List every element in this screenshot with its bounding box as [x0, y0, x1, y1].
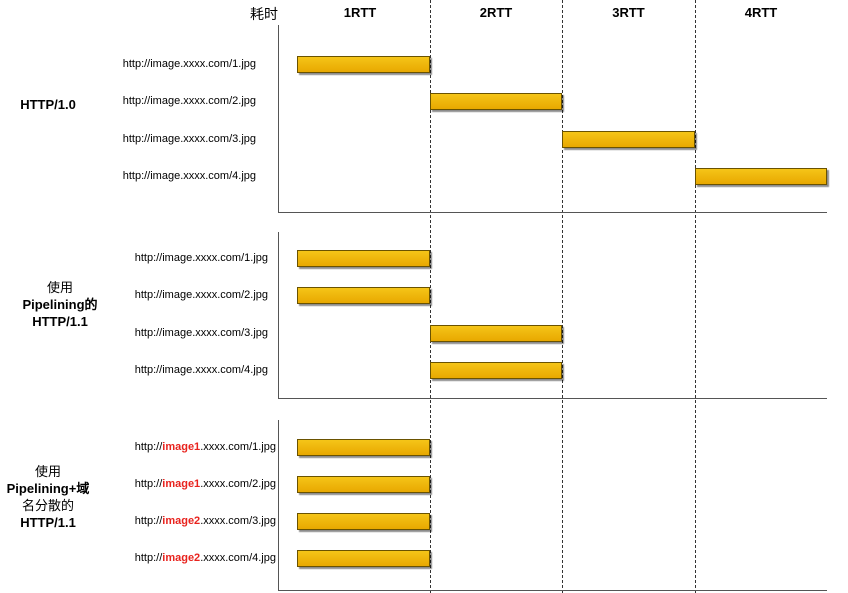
- url-part: .xxxx.com/3.jpg: [200, 515, 276, 527]
- column-header: 1RTT: [343, 5, 377, 20]
- rtt-boundary-line: [695, 0, 696, 593]
- section-axis-horizontal: [278, 398, 827, 399]
- request-url: http://image2.xxxx.com/4.jpg: [16, 552, 276, 564]
- url-part: http://image.xxxx.com/1.jpg: [134, 252, 268, 264]
- request-bar: [297, 287, 430, 304]
- column-header: 3RTT: [612, 5, 645, 20]
- url-part: http://image.xxxx.com/2.jpg: [122, 95, 256, 107]
- url-part: http://image.xxxx.com/3.jpg: [122, 133, 256, 145]
- column-header: 4RTT: [744, 5, 778, 20]
- request-url: http://image1.xxxx.com/1.jpg: [16, 441, 276, 453]
- protocol-label-line: HTTP/1.1: [20, 515, 76, 530]
- url-domain-highlight: image2: [162, 552, 201, 564]
- request-bar: [297, 476, 430, 493]
- url-part: http://image.xxxx.com/1.jpg: [122, 58, 256, 70]
- request-bar: [297, 439, 430, 456]
- request-bar: [430, 93, 562, 110]
- url-part: http://image.xxxx.com/4.jpg: [122, 170, 256, 182]
- request-url: http://image.xxxx.com/2.jpg: [0, 95, 256, 107]
- url-domain-highlight: image2: [162, 515, 201, 527]
- request-bar: [297, 513, 430, 530]
- url-part: http://image.xxxx.com/3.jpg: [134, 327, 268, 339]
- request-url: http://image1.xxxx.com/2.jpg: [16, 478, 276, 490]
- url-part: .xxxx.com/2.jpg: [200, 478, 276, 490]
- protocol-label-line: HTTP/1.1: [32, 313, 88, 329]
- request-bar: [297, 250, 430, 267]
- section-axis-horizontal: [278, 590, 827, 591]
- request-bar: [695, 168, 827, 185]
- section-axis-vertical: [278, 232, 279, 398]
- protocol-label-line: 名分散的: [21, 498, 74, 513]
- section-axis-vertical: [278, 25, 279, 212]
- protocol-label-line: 使用: [46, 279, 73, 295]
- protocol-label-line: HTTP/1.0: [20, 96, 76, 112]
- request-url: http://image.xxxx.com/3.jpg: [8, 327, 268, 339]
- url-part: .xxxx.com/1.jpg: [200, 441, 276, 453]
- request-bar: [430, 362, 562, 379]
- request-url: http://image.xxxx.com/4.jpg: [8, 364, 268, 376]
- request-url: http://image.xxxx.com/3.jpg: [0, 133, 256, 145]
- url-domain-highlight: image1: [162, 441, 201, 453]
- url-part: http://: [134, 515, 163, 527]
- request-bar: [297, 550, 430, 567]
- protocol-label-line: Pipelining+域: [6, 481, 90, 496]
- url-domain-highlight: image1: [162, 478, 201, 490]
- request-bar: [430, 325, 562, 342]
- request-url: http://image.xxxx.com/1.jpg: [0, 58, 256, 70]
- url-part: http://image.xxxx.com/2.jpg: [134, 289, 268, 301]
- url-part: http://: [134, 478, 163, 490]
- request-url: http://image2.xxxx.com/3.jpg: [16, 515, 276, 527]
- request-url: http://image.xxxx.com/4.jpg: [0, 170, 256, 182]
- request-bar: [297, 56, 430, 73]
- url-part: http://: [134, 552, 163, 564]
- time-axis-label: 耗时: [250, 6, 278, 22]
- protocol-label: 使用 Pipelining+域 名分散的 HTTP/1.1: [0, 463, 96, 531]
- protocol-label-line: 使用: [34, 464, 61, 479]
- column-header: 2RTT: [479, 5, 513, 20]
- url-part: http://: [134, 441, 163, 453]
- request-url: http://image.xxxx.com/2.jpg: [8, 289, 268, 301]
- url-part: .xxxx.com/4.jpg: [200, 552, 276, 564]
- rtt-boundary-line: [430, 0, 431, 593]
- protocol-label: 使用 Pipelining的 HTTP/1.1: [12, 279, 108, 330]
- request-bar: [562, 131, 695, 148]
- protocol-label-line: Pipelining的: [22, 296, 98, 312]
- request-url: http://image.xxxx.com/1.jpg: [8, 252, 268, 264]
- protocol-label: HTTP/1.0: [0, 96, 96, 113]
- section-axis-horizontal: [278, 212, 827, 213]
- rtt-boundary-line: [562, 0, 563, 593]
- url-part: http://image.xxxx.com/4.jpg: [134, 364, 268, 376]
- section-axis-vertical: [278, 420, 279, 590]
